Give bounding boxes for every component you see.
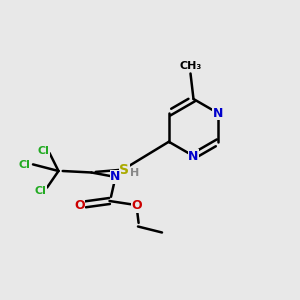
Text: N: N [213, 107, 224, 120]
Text: Cl: Cl [18, 160, 30, 170]
Text: N: N [110, 170, 121, 184]
Text: H: H [130, 168, 140, 178]
Text: O: O [131, 199, 142, 212]
Text: O: O [74, 199, 85, 212]
Text: CH₃: CH₃ [179, 61, 202, 71]
Text: S: S [119, 163, 130, 176]
Text: Cl: Cl [38, 146, 50, 157]
Text: Cl: Cl [34, 185, 46, 196]
Text: N: N [188, 149, 199, 163]
